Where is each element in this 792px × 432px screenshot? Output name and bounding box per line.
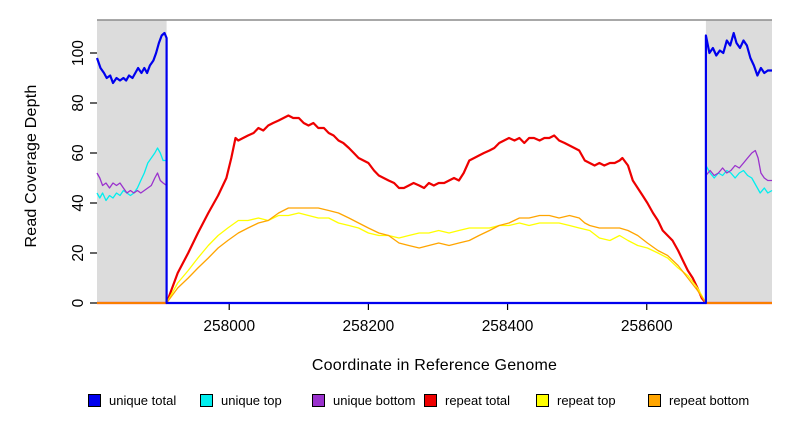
legend-swatch-icon <box>536 394 549 407</box>
legend-item-unique-total: unique total <box>88 393 200 408</box>
legend-item-repeat-total: repeat total <box>424 393 536 408</box>
legend-label: repeat top <box>557 393 616 408</box>
masked-region <box>705 20 772 303</box>
series-line-unique-total <box>95 31 772 305</box>
y-tick-label: 60 <box>70 144 87 162</box>
legend-label: unique top <box>221 393 282 408</box>
legend-swatch-icon <box>200 394 213 407</box>
y-tick-label: 80 <box>70 94 87 112</box>
y-axis-title: Read Coverage Depth <box>23 84 40 248</box>
legend: unique total unique top unique bottom repea… <box>88 393 760 408</box>
y-tick-label: 20 <box>70 244 87 262</box>
y-tick-label: 100 <box>70 40 87 66</box>
legend-item-unique-bottom: unique bottom <box>312 393 424 408</box>
legend-label: repeat total <box>445 393 511 408</box>
legend-item-repeat-bottom: repeat bottom <box>648 393 760 408</box>
masked-region <box>97 20 167 303</box>
series-line-unique-top <box>96 147 773 304</box>
series-line-unique-bottom <box>96 149 772 304</box>
legend-swatch-icon <box>88 394 101 407</box>
x-tick-label: 258000 <box>203 318 255 335</box>
x-tick-label: 258400 <box>482 318 534 335</box>
series-line-repeat-top <box>97 212 772 304</box>
y-tick-label: 0 <box>70 298 87 307</box>
legend-label: unique total <box>109 393 177 408</box>
legend-label: repeat bottom <box>669 393 750 408</box>
x-axis-title: Coordinate in Reference Genome <box>311 357 558 374</box>
legend-item-unique-top: unique top <box>200 393 312 408</box>
series-line-repeat-total <box>97 114 772 305</box>
legend-label: unique bottom <box>333 393 416 408</box>
legend-swatch-icon <box>424 394 437 407</box>
y-tick-label: 40 <box>70 194 87 212</box>
x-tick-label: 258600 <box>621 318 673 335</box>
legend-item-repeat-top: repeat top <box>536 393 648 408</box>
legend-swatch-icon <box>312 394 325 407</box>
legend-swatch-icon <box>648 394 661 407</box>
series-line-repeat-bottom <box>97 207 772 304</box>
x-tick-label: 258200 <box>343 318 395 335</box>
